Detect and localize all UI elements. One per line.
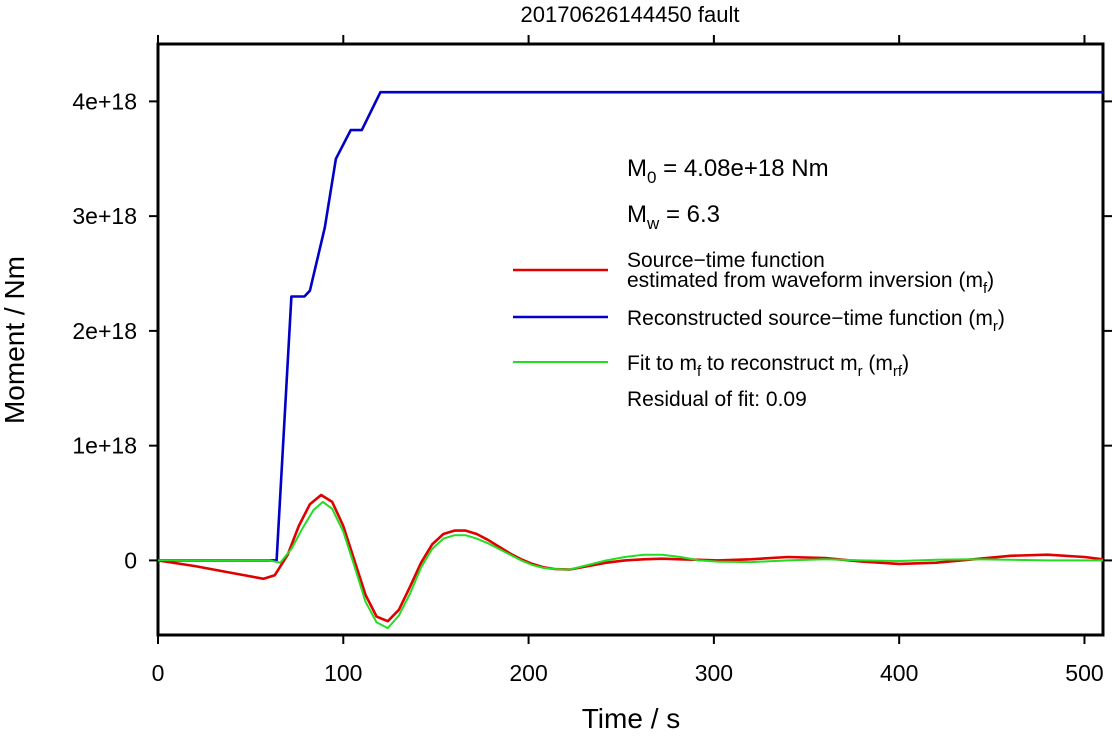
y-axis: 0 1e+18 2e+18 3e+18 4e+18 [72, 88, 1112, 573]
plot-area [156, 42, 1105, 637]
x-tick-label: 100 [324, 660, 362, 686]
x-tick-label: 300 [695, 660, 733, 686]
y-tick-label: 0 [124, 547, 137, 573]
y-axis-label: Moment / Nm [0, 256, 30, 424]
chart-title: 20170626144450 fault [521, 2, 740, 27]
x-tick-label: 400 [880, 660, 918, 686]
plot-frame [156, 42, 1105, 637]
y-tick-label: 2e+18 [72, 318, 137, 344]
series-line-mrf [158, 500, 1103, 630]
series-line-mr [158, 90, 1103, 562]
legend-label-mf: Source−time function [627, 249, 825, 272]
moment-magnitude-label: Mw = 6.3 [627, 201, 720, 233]
series-line-mf [158, 493, 1103, 623]
x-tick-label: 0 [152, 660, 165, 686]
y-tick-label: 1e+18 [72, 433, 137, 459]
legend-label-mf: estimated from waveform inversion (mf) [627, 269, 994, 297]
y-tick-label: 3e+18 [72, 203, 137, 229]
seismic-moment-label: M0 = 4.08e+18 Nm [627, 155, 829, 187]
legend-label-mr: Reconstructed source−time function (mr) [627, 307, 1005, 335]
x-tick-label: 200 [509, 660, 547, 686]
legend-label-mrf: Fit to mf to reconstruct mr (mrf) [627, 352, 909, 380]
x-axis-label: Time / s [582, 703, 681, 734]
x-axis: 0 100 200 300 400 500 [152, 35, 1104, 686]
x-tick-label: 500 [1065, 660, 1103, 686]
residual-label: Residual of fit: 0.09 [627, 388, 807, 411]
y-tick-label: 4e+18 [72, 88, 137, 114]
annotations: M0 = 4.08e+18 Nm Mw = 6.3 Residual of fit:… [627, 155, 829, 411]
